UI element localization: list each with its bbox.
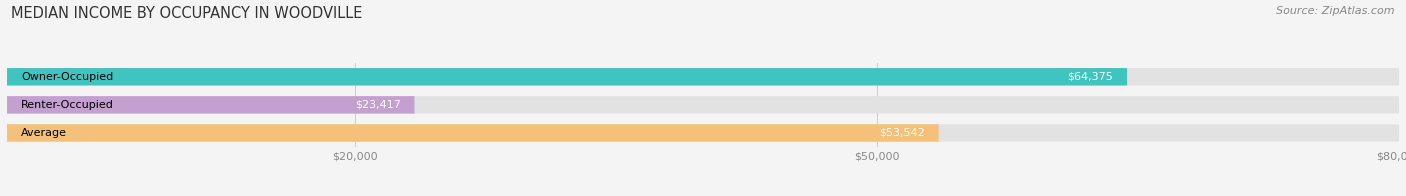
FancyBboxPatch shape <box>7 124 1399 142</box>
Text: Source: ZipAtlas.com: Source: ZipAtlas.com <box>1277 6 1395 16</box>
Text: $53,542: $53,542 <box>879 128 925 138</box>
Text: Owner-Occupied: Owner-Occupied <box>21 72 114 82</box>
Text: $23,417: $23,417 <box>354 100 401 110</box>
Text: $64,375: $64,375 <box>1067 72 1114 82</box>
FancyBboxPatch shape <box>7 96 415 113</box>
FancyBboxPatch shape <box>7 68 1399 85</box>
FancyBboxPatch shape <box>7 96 1399 113</box>
Text: Average: Average <box>21 128 67 138</box>
FancyBboxPatch shape <box>7 68 1128 85</box>
Text: MEDIAN INCOME BY OCCUPANCY IN WOODVILLE: MEDIAN INCOME BY OCCUPANCY IN WOODVILLE <box>11 6 363 21</box>
Text: Renter-Occupied: Renter-Occupied <box>21 100 114 110</box>
FancyBboxPatch shape <box>7 124 939 142</box>
